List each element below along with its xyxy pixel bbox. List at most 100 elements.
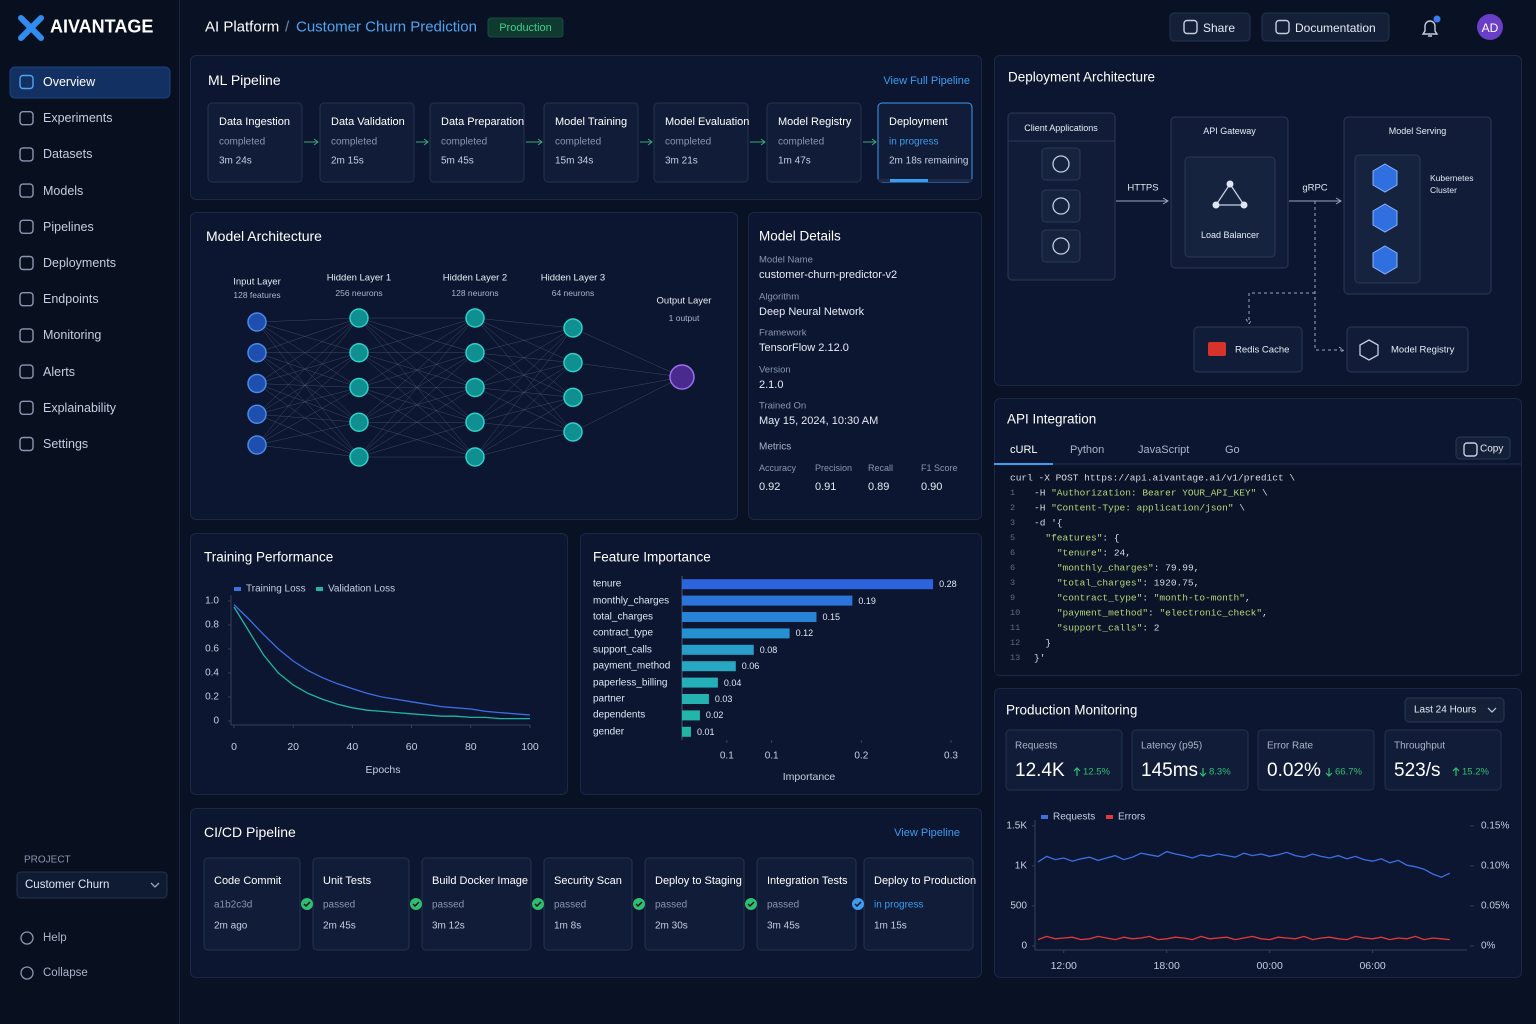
status-check	[747, 901, 755, 908]
step-time: 3m 45s	[767, 920, 800, 932]
nav-item[interactable]: Deployments	[43, 256, 116, 270]
step-status: in progress	[889, 136, 939, 148]
layer-name: Hidden Layer 1	[326, 272, 392, 284]
nav-icon	[19, 292, 34, 307]
bar	[682, 579, 934, 590]
value-label: 0.02	[705, 710, 724, 721]
step-status: completed	[555, 136, 602, 148]
step-time: 3m 21s	[665, 155, 698, 167]
field-value: May 15, 2024, 10:30 AM	[759, 415, 879, 428]
link[interactable]: View Full Pipeline	[883, 75, 970, 87]
tab[interactable]: JavaScript	[1138, 444, 1190, 456]
step-name: Data Preparation	[441, 116, 525, 128]
kpi-change: 12.5%	[1083, 766, 1110, 778]
architecture-panel	[190, 212, 738, 520]
progress-bar	[890, 179, 928, 182]
step-status: completed	[665, 136, 712, 148]
layer-detail: 256 neurons	[335, 288, 383, 298]
load-balancer-box	[1184, 156, 1276, 258]
nav-item[interactable]: Models	[43, 183, 84, 198]
neuron	[563, 352, 583, 373]
registry-icon	[1359, 339, 1379, 361]
neuron	[563, 318, 583, 338]
nav-icon	[19, 328, 34, 343]
step-time: 1m 15s	[874, 920, 907, 932]
metrics-label: Metrics	[759, 441, 792, 453]
step-name: Model Training	[555, 116, 628, 128]
nav-item[interactable]: Datasets	[43, 147, 93, 162]
footer-nav[interactable]: Help	[43, 932, 67, 944]
project-value[interactable]: Customer Churn	[25, 879, 110, 891]
connection	[256, 387, 360, 415]
category-label: total_charges	[593, 611, 654, 623]
x-tick-label: 00:00	[1256, 960, 1283, 972]
connection	[358, 317, 476, 423]
header-action[interactable]: Share	[1203, 20, 1236, 35]
nav-item[interactable]: Monitoring	[43, 328, 102, 343]
breadcrumb-root[interactable]: AI Platform	[205, 18, 280, 36]
x-tick-label: 12:00	[1050, 960, 1077, 972]
header-action[interactable]: Documentation	[1295, 20, 1376, 35]
code-line: -d '{	[1034, 517, 1063, 529]
tab[interactable]: Python	[1070, 444, 1105, 456]
training-panel	[190, 533, 568, 795]
kpi-change: 8.3%	[1209, 766, 1231, 778]
trend-arrow	[1325, 768, 1333, 777]
node-label: Model Serving	[1388, 126, 1447, 136]
step-status: passed	[767, 899, 800, 911]
nav-item[interactable]: Explainability	[43, 400, 116, 415]
step-name: Deploy to Production	[874, 875, 977, 887]
y-tick-label: 0.6	[205, 643, 219, 655]
x-tick-label: 0.2	[854, 750, 869, 762]
nav-item[interactable]: Pipelines	[43, 219, 94, 234]
step-time: 3m 24s	[219, 155, 252, 167]
copy-label[interactable]: Copy	[1480, 443, 1504, 454]
tab[interactable]: cURL	[1010, 444, 1038, 456]
connection	[256, 321, 360, 353]
connection	[256, 352, 360, 415]
series-line	[233, 604, 531, 716]
bar	[682, 726, 691, 737]
status-check	[303, 901, 311, 908]
metric-value: 0.90	[921, 481, 943, 493]
legend-swatch	[1041, 815, 1048, 819]
nav-icon	[19, 110, 34, 126]
breadcrumb-page: Customer Churn Prediction	[296, 18, 477, 36]
bar	[682, 644, 754, 655]
neuron	[247, 312, 267, 332]
layer-detail: 64 neurons	[551, 288, 595, 298]
nav-item[interactable]: Alerts	[43, 364, 75, 379]
neuron	[465, 343, 485, 363]
tab[interactable]: Go	[1225, 444, 1240, 456]
x-tick-label: 0.3	[944, 750, 958, 762]
connection	[256, 414, 360, 458]
pipeline-step	[207, 102, 303, 183]
nav-item[interactable]: Settings	[43, 437, 89, 451]
connection	[474, 327, 574, 388]
kpi-card	[1131, 729, 1249, 791]
nav-item[interactable]: Experiments	[43, 111, 113, 126]
link[interactable]: View Pipeline	[894, 827, 960, 839]
step-name: Integration Tests	[767, 875, 848, 887]
bar	[682, 694, 709, 704]
x-tick-label: 18:00	[1153, 960, 1180, 972]
client-icon	[1052, 237, 1070, 255]
range-label[interactable]: Last 24 Hours	[1414, 704, 1477, 716]
nav-item[interactable]: Overview	[43, 75, 96, 89]
line-number: 9	[1010, 593, 1016, 603]
value-label: 0.08	[759, 644, 778, 655]
y2-tick-label: 0%	[1481, 940, 1496, 952]
connection	[474, 431, 574, 458]
nav-item[interactable]: Endpoints	[43, 292, 99, 307]
trend-arrow	[1452, 767, 1460, 776]
neuron	[349, 447, 369, 467]
neuron	[465, 412, 485, 432]
step-arrow	[304, 138, 319, 146]
step-status: passed	[432, 899, 465, 911]
neuron	[247, 343, 267, 363]
footer-nav[interactable]: Collapse	[43, 967, 88, 979]
cicd-step	[203, 857, 301, 951]
category-label: gender	[593, 726, 625, 738]
connection	[256, 352, 360, 388]
